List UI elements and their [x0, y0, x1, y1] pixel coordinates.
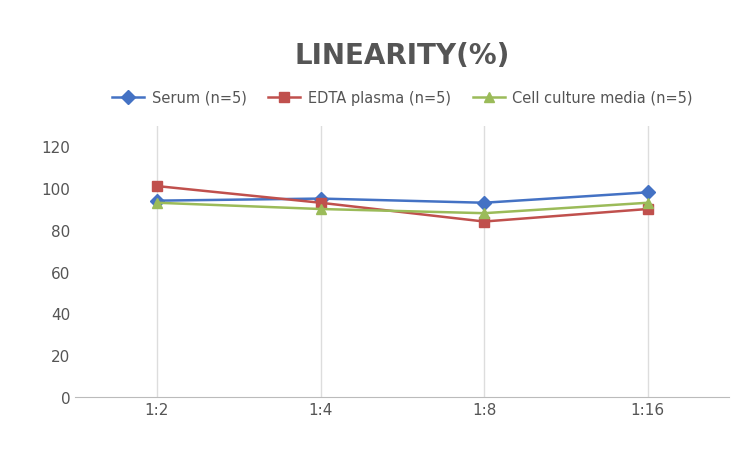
EDTA plasma (n=5) — [153, 184, 162, 189]
Cell culture media (n=5) — [643, 201, 652, 206]
EDTA plasma (n=5) — [316, 201, 325, 206]
Line: EDTA plasma (n=5): EDTA plasma (n=5) — [152, 182, 653, 227]
Cell culture media (n=5) — [153, 201, 162, 206]
Title: LINEARITY(%): LINEARITY(%) — [295, 42, 510, 70]
Line: Serum (n=5): Serum (n=5) — [152, 188, 653, 208]
Cell culture media (n=5) — [316, 207, 325, 212]
Legend: Serum (n=5), EDTA plasma (n=5), Cell culture media (n=5): Serum (n=5), EDTA plasma (n=5), Cell cul… — [106, 85, 699, 111]
Serum (n=5) — [643, 190, 652, 196]
EDTA plasma (n=5) — [643, 207, 652, 212]
Serum (n=5) — [316, 197, 325, 202]
Serum (n=5) — [153, 198, 162, 204]
EDTA plasma (n=5) — [480, 219, 489, 225]
Line: Cell culture media (n=5): Cell culture media (n=5) — [152, 198, 653, 219]
Serum (n=5) — [480, 201, 489, 206]
Cell culture media (n=5) — [480, 211, 489, 216]
